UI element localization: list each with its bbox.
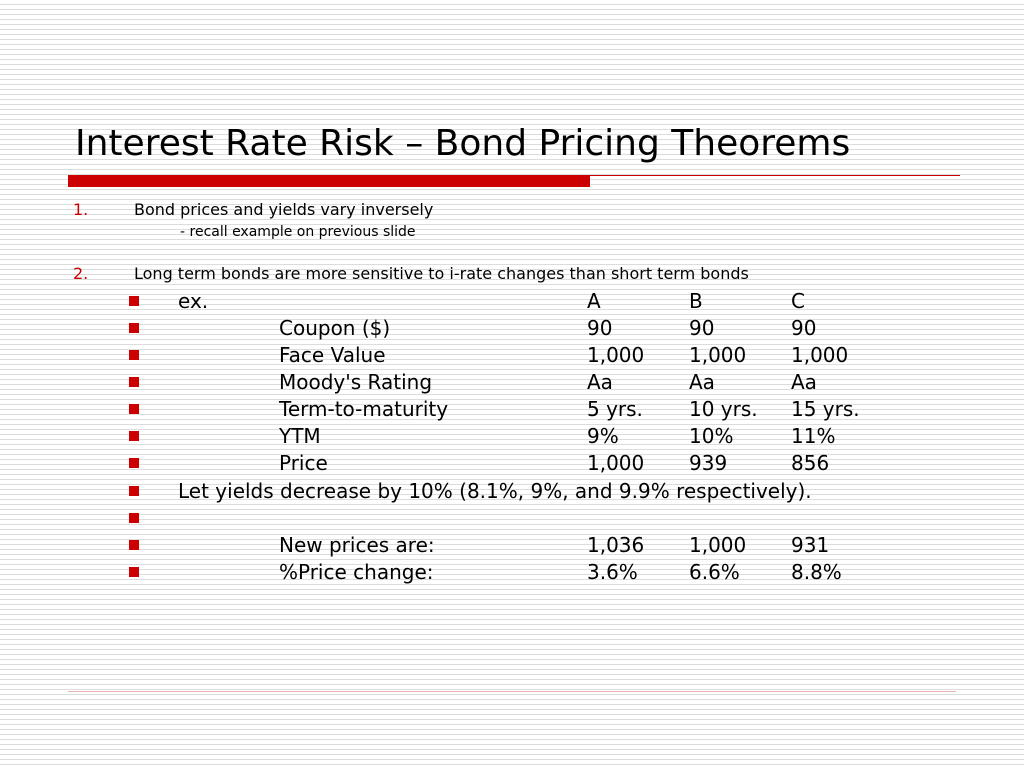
cell-value: 1,000 [689,343,747,367]
row-label: Term-to-maturity [279,397,449,421]
cell-value: 6.6% [689,560,740,584]
point-number: 1. [73,200,89,219]
column-header: B [689,289,703,313]
cell-value: 1,000 [587,343,645,367]
cell-value: Aa [587,370,613,394]
square-bullet-icon [129,567,139,577]
cell-value: 5 yrs. [587,397,643,421]
row-label: New prices are: [279,533,435,557]
cell-value: 10 yrs. [689,397,758,421]
row-label: %Price change: [279,560,434,584]
row-label: Price [279,451,328,475]
slide-title: Interest Rate Risk – Bond Pricing Theore… [75,123,851,164]
square-bullet-icon [129,431,139,441]
cell-value: 3.6% [587,560,638,584]
cell-value: 15 yrs. [791,397,860,421]
title-underline-thin [590,175,960,176]
cell-value: 8.8% [791,560,842,584]
cell-value: Aa [689,370,715,394]
example-lead: ex. [178,289,209,313]
point-text: Long term bonds are more sensitive to i-… [134,264,749,283]
title-underline-thick [68,175,590,187]
cell-value: 10% [689,424,734,448]
cell-value: 939 [689,451,728,475]
cell-value: 1,000 [689,533,747,557]
row-label: Moody's Rating [279,370,433,394]
square-bullet-icon [129,458,139,468]
square-bullet-icon [129,377,139,387]
square-bullet-icon [129,404,139,414]
cell-value: Aa [791,370,817,394]
cell-value: 90 [791,316,817,340]
square-bullet-icon [129,540,139,550]
row-label: Face Value [279,343,386,367]
point-text: Bond prices and yields vary inversely [134,200,434,219]
column-header: C [791,289,805,313]
row-label: YTM [279,424,321,448]
cell-value: 1,000 [791,343,849,367]
cell-value: 1,000 [587,451,645,475]
row-label: Coupon ($) [279,316,391,340]
example-statement: Let yields decrease by 10% (8.1%, 9%, an… [178,479,812,503]
point-note: - recall example on previous slide [180,224,416,240]
point-number: 2. [73,264,89,283]
cell-value: 11% [791,424,836,448]
column-header: A [587,289,601,313]
cell-value: 1,036 [587,533,645,557]
square-bullet-icon [129,350,139,360]
square-bullet-icon [129,323,139,333]
cell-value: 90 [587,316,613,340]
footer-divider [68,691,956,692]
cell-value: 90 [689,316,715,340]
square-bullet-icon [129,296,139,306]
cell-value: 9% [587,424,619,448]
square-bullet-icon [129,486,139,496]
cell-value: 931 [791,533,830,557]
square-bullet-icon [129,513,139,523]
cell-value: 856 [791,451,830,475]
